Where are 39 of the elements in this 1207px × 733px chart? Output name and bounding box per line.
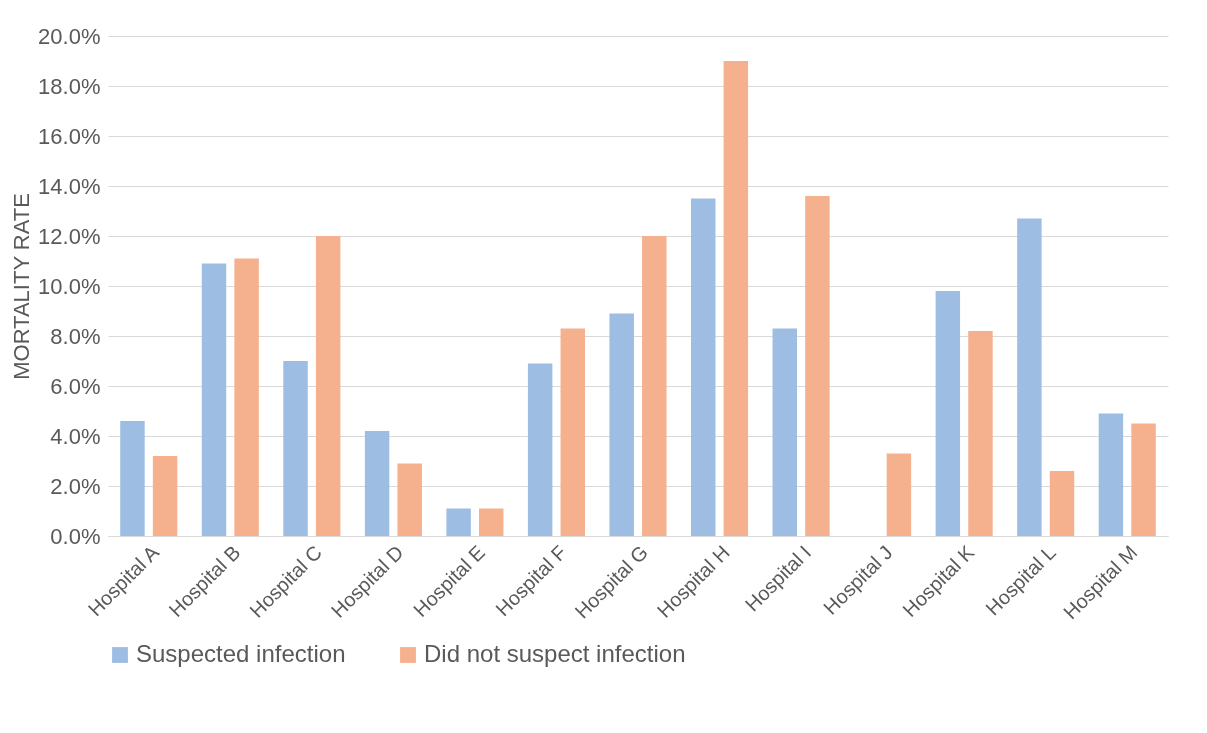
y-tick-label: 16.0% <box>38 123 101 149</box>
bar <box>560 328 585 536</box>
y-tick-label: 8.0% <box>50 323 101 349</box>
bar <box>723 61 749 536</box>
y-tick-label: 0.0% <box>50 523 101 549</box>
bar <box>527 363 553 536</box>
bar <box>479 508 504 536</box>
y-tick-label: 4.0% <box>50 423 101 449</box>
bar <box>283 361 308 536</box>
bar <box>120 421 145 536</box>
bar <box>397 463 422 536</box>
bar <box>691 198 716 536</box>
bar <box>1049 471 1075 536</box>
y-tick-label: 14.0% <box>38 173 101 199</box>
y-tick-label: 12.0% <box>38 223 101 249</box>
y-tick-label: 2.0% <box>50 473 101 499</box>
bar <box>234 258 259 536</box>
y-tick-label: 20.0% <box>38 23 101 49</box>
bar <box>315 236 341 536</box>
bar <box>609 313 634 536</box>
bar <box>772 328 797 536</box>
y-tick-label: 10.0% <box>38 273 101 299</box>
legend-label: Did not suspect infection <box>424 640 686 667</box>
bar <box>935 291 961 536</box>
legend-label: Suspected infection <box>136 640 346 667</box>
bar <box>886 453 912 536</box>
bar <box>1017 218 1042 536</box>
bar <box>1098 413 1124 536</box>
bar <box>364 431 390 536</box>
bar <box>1131 423 1156 536</box>
y-tick-label: 6.0% <box>50 373 101 399</box>
bar <box>152 456 178 536</box>
y-axis-title: MORTALITY RATE <box>9 193 35 380</box>
y-tick-label: 18.0% <box>38 73 101 99</box>
bar <box>805 196 830 536</box>
bar <box>201 263 227 536</box>
bar <box>446 508 471 536</box>
bar <box>642 236 667 536</box>
bar <box>968 331 993 536</box>
